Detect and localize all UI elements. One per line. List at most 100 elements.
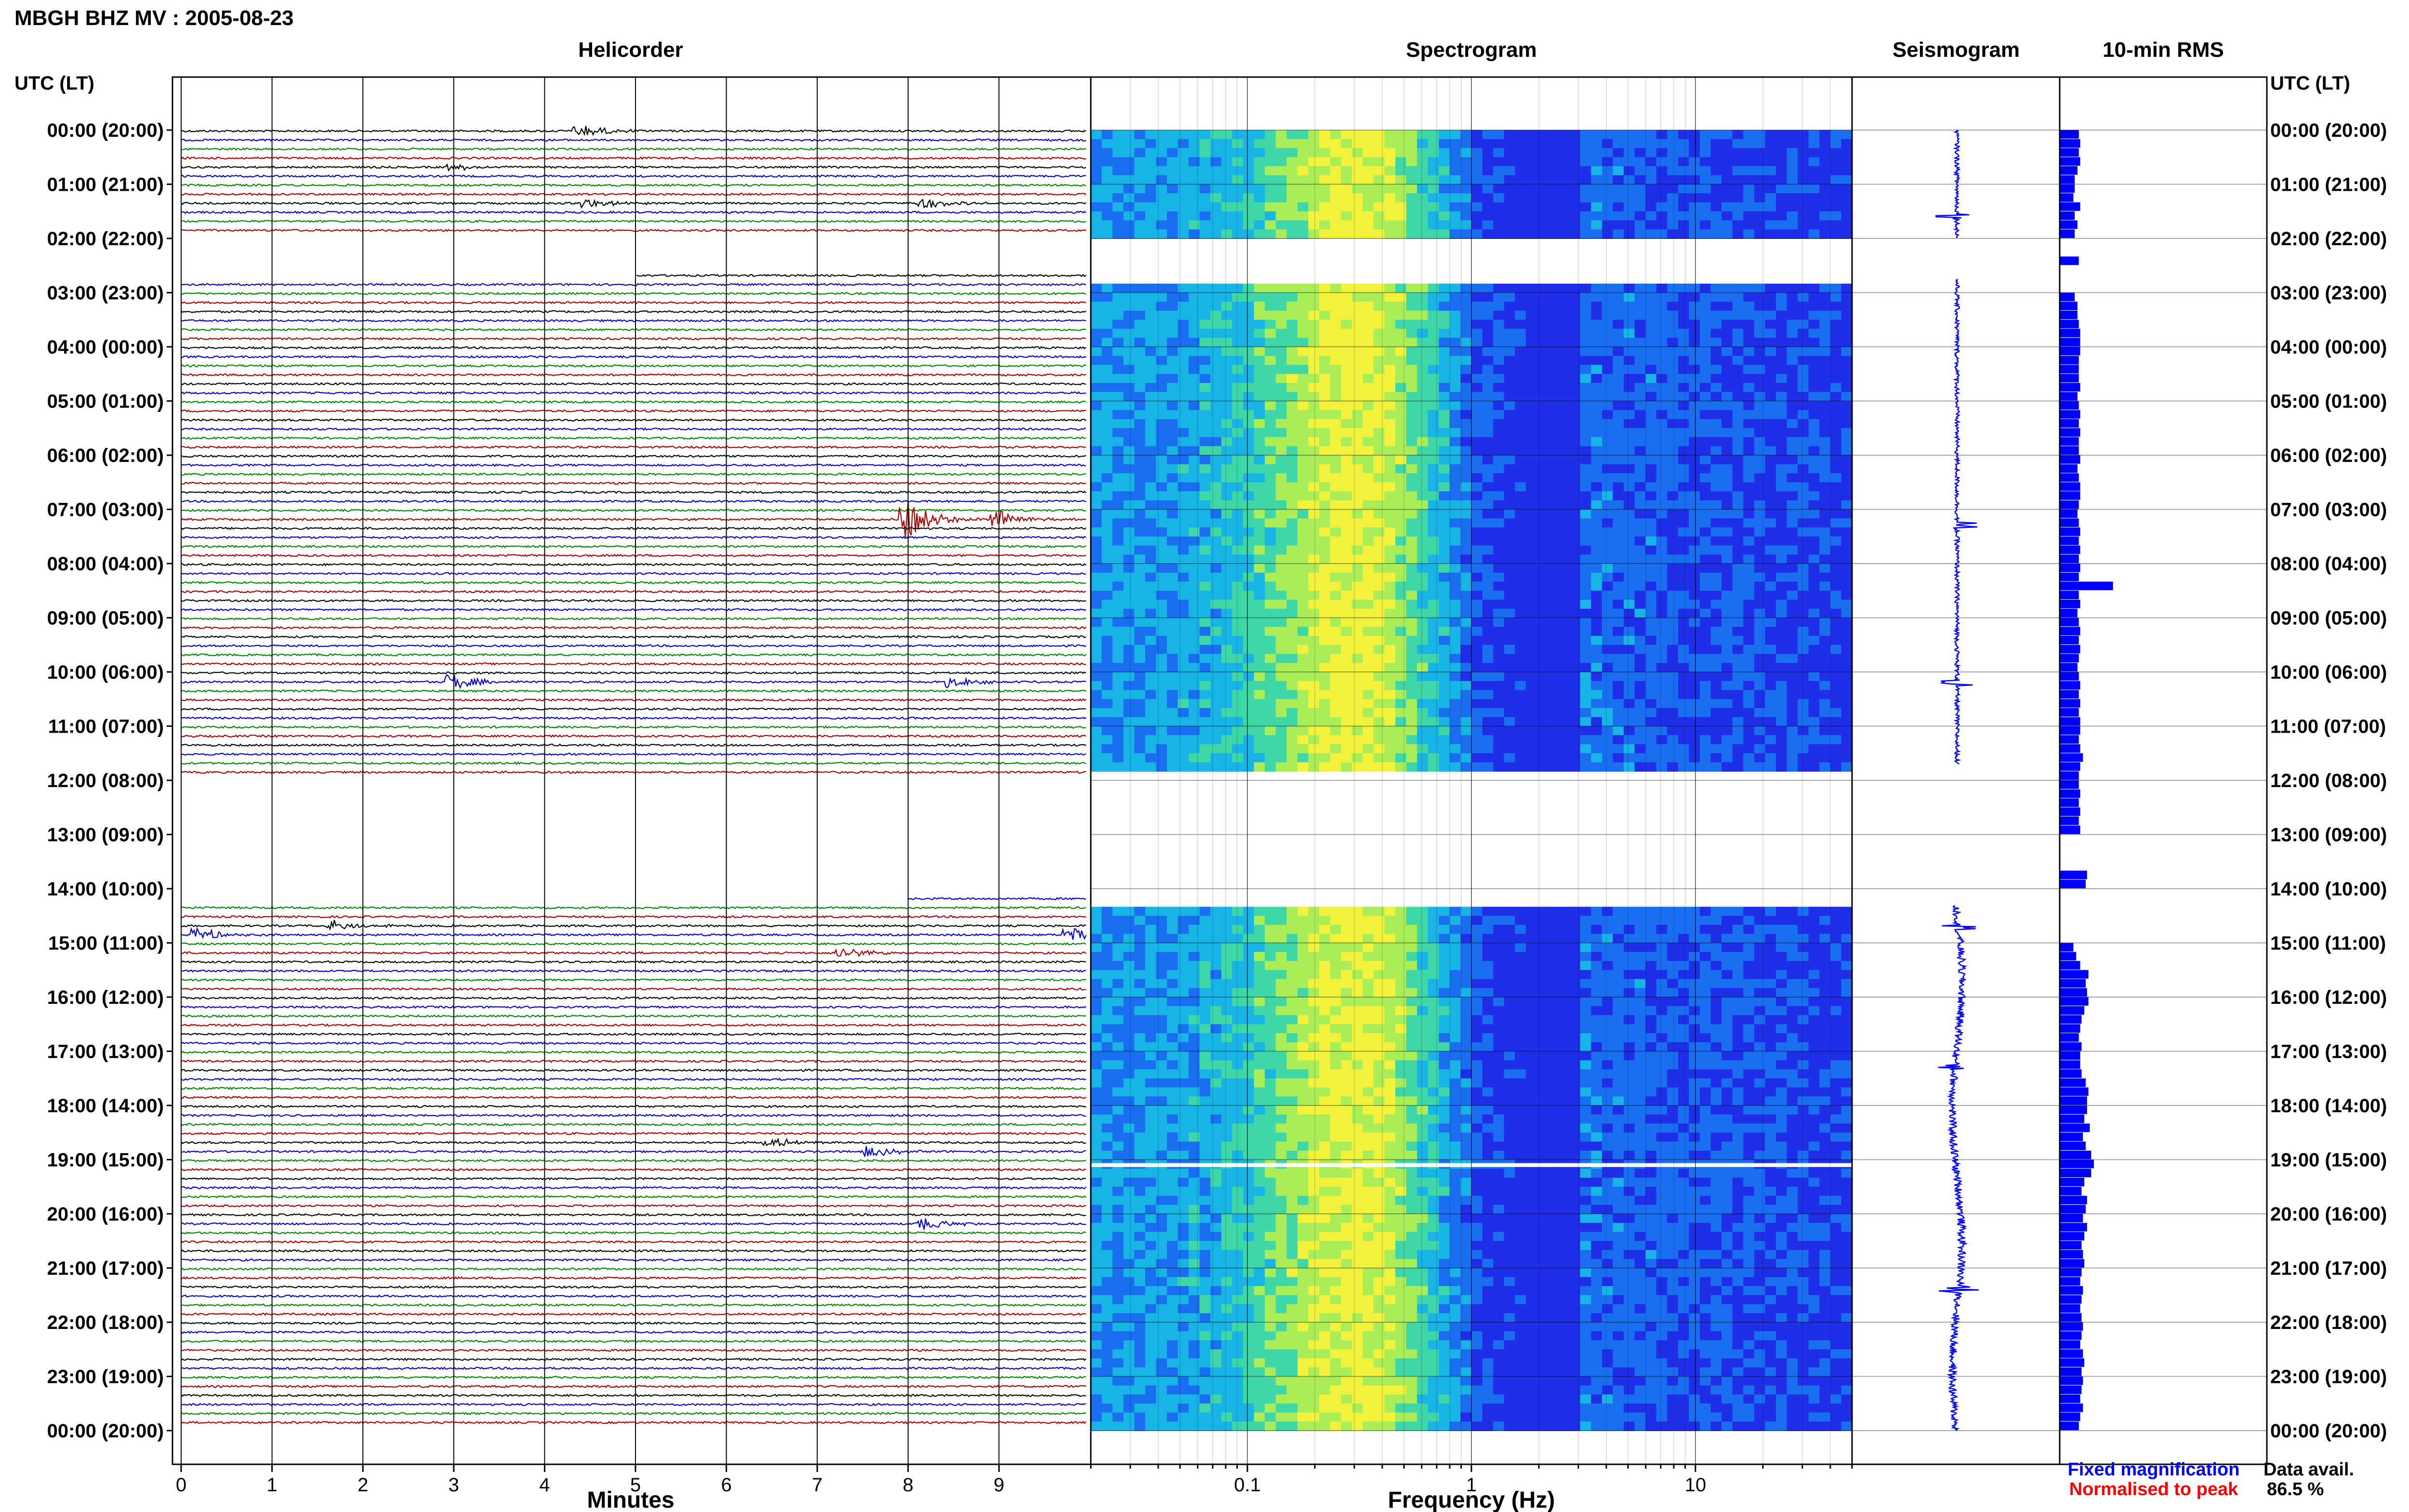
spectrogram-cell	[1156, 933, 1167, 944]
spectrogram-cell	[1689, 157, 1700, 167]
spectrogram-cell	[1439, 166, 1450, 176]
spectrogram-cell	[1548, 663, 1559, 672]
spectrogram-cell	[1721, 292, 1733, 302]
spectrogram-cell	[1134, 220, 1146, 230]
spectrogram-cell	[1732, 184, 1744, 194]
spectrogram-cell	[1558, 374, 1570, 383]
spectrogram-cell	[1265, 157, 1276, 167]
spectrogram-cell	[1525, 545, 1537, 555]
spectrogram-cell	[1232, 401, 1244, 411]
spectrogram-cell	[1819, 355, 1831, 366]
spectrogram-cell	[1580, 509, 1592, 519]
spectrogram-cell	[1613, 564, 1624, 573]
spectrogram-cell	[1645, 446, 1657, 456]
spectrogram-cell	[1341, 347, 1352, 356]
spectrogram-cell	[1689, 518, 1700, 528]
spectrogram-cell	[1743, 545, 1755, 555]
spectrogram-cell	[1341, 527, 1352, 537]
spectrogram-cell	[1482, 518, 1494, 528]
spectrogram-cell	[1221, 311, 1233, 320]
spectrogram-cell	[1319, 591, 1331, 600]
spectrogram-cell	[1189, 527, 1200, 537]
spectrogram-cell	[1439, 437, 1450, 447]
spectrogram-cell	[1558, 166, 1570, 176]
spectrogram-cell	[1624, 229, 1635, 239]
spectrogram-cell	[1123, 374, 1135, 383]
spectrogram-cell	[1112, 410, 1124, 420]
spectrogram-cell	[1221, 608, 1233, 618]
spectrogram-cell	[1634, 166, 1646, 176]
spectrogram-cell	[1417, 302, 1429, 311]
spectrogram-cell	[1210, 157, 1222, 167]
spectrogram-cell	[1199, 130, 1211, 140]
spectrogram-cell	[1667, 446, 1679, 456]
spectrogram-cell	[1286, 175, 1298, 185]
spectrogram-cell	[1384, 708, 1396, 718]
spectrogram-cell	[1471, 491, 1483, 501]
spectrogram-cell	[1580, 302, 1592, 311]
spectrogram-cell	[1732, 545, 1744, 555]
spectrogram-cell	[1504, 211, 1516, 221]
spectrogram-cell	[1123, 148, 1135, 158]
spectrogram-cell	[1602, 392, 1614, 402]
spectrogram-cell	[1297, 735, 1309, 745]
spectrogram-cell	[1732, 591, 1744, 600]
spectrogram-cell	[1765, 663, 1776, 672]
spectrogram-cell	[1341, 608, 1352, 618]
spectrogram-cell	[1232, 644, 1244, 655]
spectrogram-cell	[1286, 663, 1298, 672]
spectrogram-cell	[1700, 744, 1711, 754]
spectrogram-cell	[1221, 636, 1233, 645]
spectrogram-cell	[1819, 419, 1831, 429]
spectrogram-cell	[1645, 753, 1657, 763]
spectrogram-cell	[1548, 925, 1559, 934]
spectrogram-cell	[1645, 500, 1657, 510]
spectrogram-cell	[1156, 916, 1167, 925]
spectrogram-cell	[1710, 319, 1722, 329]
spectrogram-cell	[1548, 383, 1559, 393]
spectrogram-cell	[1482, 302, 1494, 311]
spectrogram-cell	[1341, 473, 1352, 483]
spectrogram-cell	[1406, 500, 1417, 510]
spectrogram-cell	[1221, 347, 1233, 356]
spectrogram-cell	[1819, 581, 1831, 592]
spectrogram-cell	[1428, 572, 1440, 582]
spectrogram-cell	[1743, 410, 1755, 420]
spectrogram-cell	[1134, 952, 1146, 961]
spectrogram-cell	[1548, 654, 1559, 664]
spectrogram-cell	[1776, 491, 1787, 501]
spectrogram-cell	[1232, 464, 1244, 474]
spectrogram-cell	[1145, 717, 1157, 727]
spectrogram-cell	[1624, 753, 1635, 763]
spectrogram-cell	[1254, 383, 1265, 393]
spectrogram-cell	[1417, 672, 1429, 682]
spectrogram-cell	[1548, 554, 1559, 564]
spectrogram-cell	[1830, 329, 1842, 339]
spectrogram-cell	[1363, 338, 1374, 347]
spectrogram-cell	[1145, 428, 1157, 438]
spectrogram-cell	[1384, 157, 1396, 167]
spectrogram-cell	[1254, 410, 1265, 420]
spectrogram-cell	[1808, 347, 1820, 356]
spectrogram-cell	[1634, 699, 1646, 709]
spectrogram-cell	[1613, 663, 1624, 672]
spectrogram-cell	[1558, 608, 1570, 618]
spectrogram-cell	[1776, 943, 1787, 953]
spectrogram-cell	[1112, 148, 1124, 158]
spectrogram-cell	[1330, 419, 1341, 429]
spectrogram-cell	[1787, 130, 1798, 140]
spectrogram-cell	[1145, 663, 1157, 672]
spectrogram-cell	[1243, 130, 1255, 140]
spectrogram-cell	[1710, 663, 1722, 672]
spectrogram-cell	[1428, 202, 1440, 212]
spectrogram-cell	[1808, 654, 1820, 664]
spectrogram-cell	[1721, 600, 1733, 609]
spectrogram-cell	[1406, 681, 1417, 691]
spectrogram-cell	[1363, 708, 1374, 718]
spectrogram-cell	[1156, 410, 1167, 420]
spectrogram-cell	[1167, 166, 1178, 176]
spectrogram-cell	[1319, 347, 1331, 356]
spectrogram-cell	[1515, 374, 1526, 383]
spectrogram-cell	[1460, 311, 1472, 320]
spectrogram-cell	[1525, 627, 1537, 636]
